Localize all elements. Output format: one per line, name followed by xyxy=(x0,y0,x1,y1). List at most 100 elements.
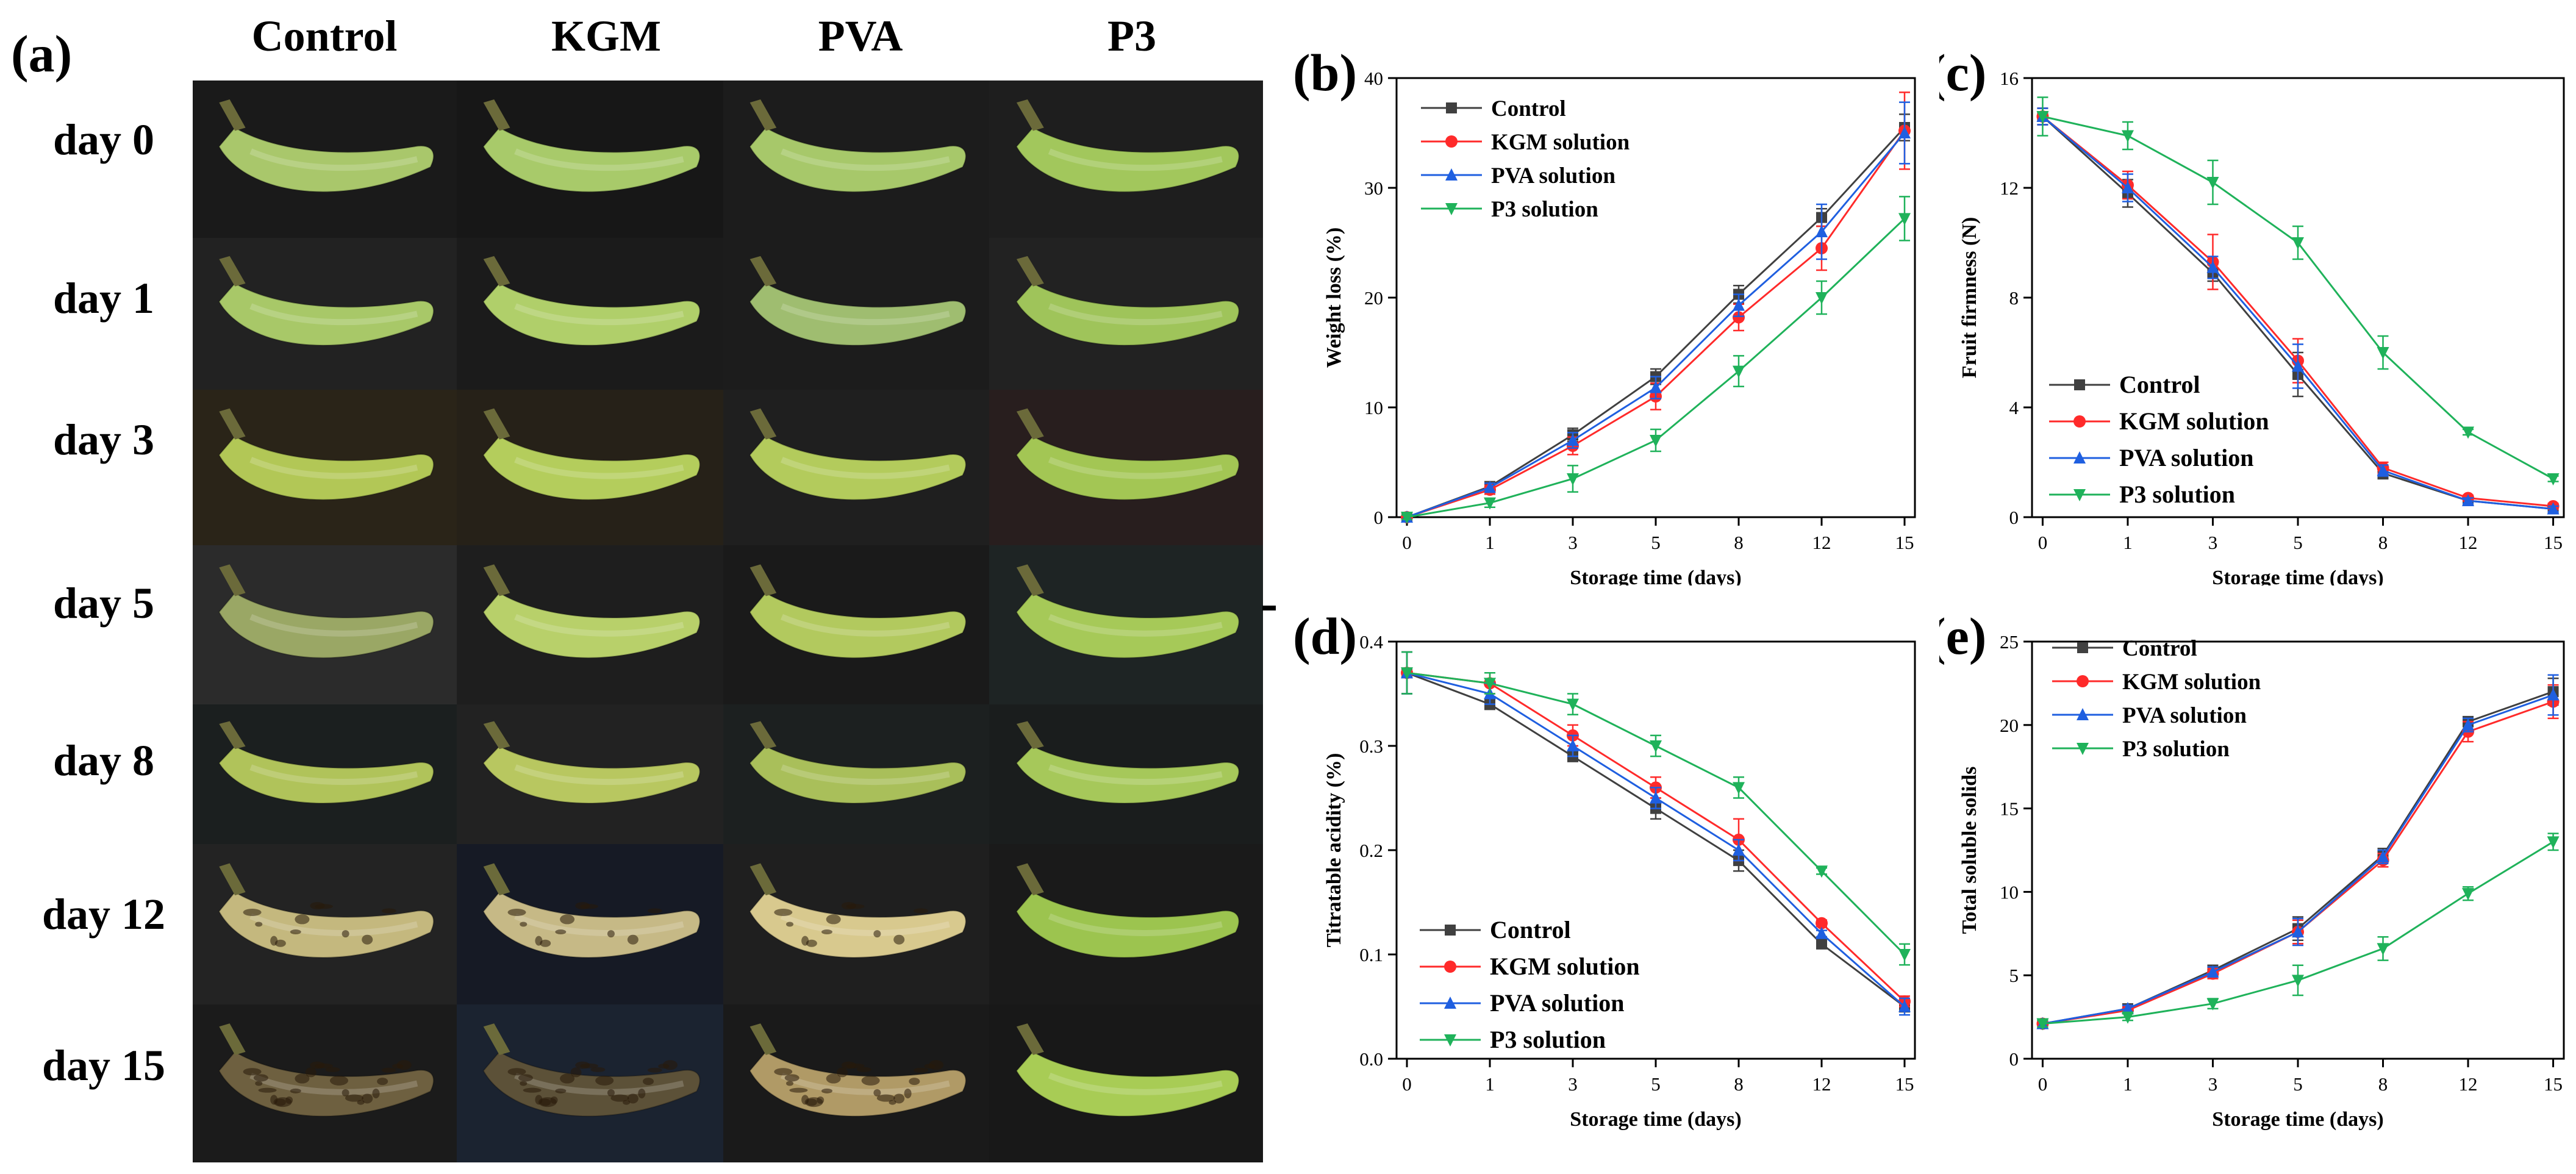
banana-body xyxy=(482,745,701,804)
banana-photo-p3-day-12 xyxy=(989,844,1263,1004)
y-tick-label: 0 xyxy=(2009,1048,2019,1070)
banana-stem xyxy=(1016,1023,1044,1055)
banana-body xyxy=(1015,282,1240,346)
data-point-pva-solution xyxy=(1898,1000,1911,1012)
panel-label-b: (b) xyxy=(1293,43,1357,102)
banana-photo-kgm-day-1 xyxy=(457,238,723,390)
legend-entry: Control xyxy=(2122,636,2197,661)
banana-stem xyxy=(219,256,246,287)
y-tick-label: 5 xyxy=(2009,965,2019,986)
series-control xyxy=(1401,651,1910,1013)
legend-entry: Control xyxy=(1490,916,1571,943)
x-tick-label: 12 xyxy=(1812,1073,1831,1095)
data-point-pva-solution xyxy=(1733,298,1745,311)
banana-body xyxy=(1015,127,1240,193)
banana-photo-kgm-day-5 xyxy=(457,545,723,704)
x-tick-label: 1 xyxy=(2123,1073,2133,1095)
banana-body xyxy=(218,282,434,346)
banana-body xyxy=(218,127,434,193)
x-tick-label: 12 xyxy=(1812,532,1831,553)
legend-entry: KGM solution xyxy=(1490,953,1640,980)
data-point-pva-solution xyxy=(2462,718,2475,731)
banana-stem xyxy=(483,1023,510,1055)
data-point-p3-solution xyxy=(1401,512,1413,524)
data-point-pva-solution xyxy=(2547,502,2560,515)
legend-marker xyxy=(2077,743,2089,755)
banana-photo-p3-day-3 xyxy=(989,390,1263,545)
x-tick-label: 5 xyxy=(1651,1073,1661,1095)
legend: Control KGM solution PVA solution P3 soluti… xyxy=(2052,636,2261,762)
data-point-pva-solution xyxy=(1567,434,1579,446)
y-tick-label: 0.4 xyxy=(1359,631,1383,653)
legend-marker xyxy=(2073,415,2086,428)
row-label-day-12: day 12 xyxy=(41,890,166,939)
data-point-p3-solution xyxy=(1898,949,1911,961)
banana-stem xyxy=(1016,863,1044,896)
data-point-p3-solution xyxy=(1816,292,1828,304)
y-axis-label: Weight loss (%) xyxy=(1323,227,1345,368)
x-tick-label: 15 xyxy=(2544,1073,2563,1095)
legend-marker xyxy=(1445,168,1458,181)
data-point-pva-solution xyxy=(2377,464,2389,476)
legend-marker xyxy=(1444,961,1456,973)
data-point-pva-solution xyxy=(2377,850,2389,862)
banana-stem xyxy=(219,408,246,440)
y-tick-label: 0 xyxy=(2009,507,2019,528)
banana-photo-pva-day-0 xyxy=(723,81,989,238)
x-tick-label: 1 xyxy=(1485,532,1495,553)
banana-stem xyxy=(750,564,777,596)
data-point-p3-solution xyxy=(2121,130,2134,143)
data-point-p3-solution xyxy=(2206,998,2219,1011)
data-point-pva-solution xyxy=(1733,843,1745,856)
y-tick-label: 25 xyxy=(2000,631,2019,653)
banana-photo-pva-day-12 xyxy=(723,844,989,1004)
x-tick-label: 1 xyxy=(2123,532,2133,553)
banana-stem xyxy=(1016,99,1044,131)
series-p3-solution xyxy=(2036,832,2560,1031)
banana-body xyxy=(749,592,967,659)
row-label-day-3: day 3 xyxy=(52,415,155,464)
legend: Control KGM solution PVA solution P3 soluti… xyxy=(2049,371,2269,508)
y-tick-label: 16 xyxy=(2000,68,2019,89)
column-header-control: Control xyxy=(251,12,398,60)
banana-body xyxy=(749,282,967,346)
x-tick-label: 3 xyxy=(2208,1073,2218,1095)
series-line-pva-solution xyxy=(1406,671,1905,1008)
banana-photo-control-day-12 xyxy=(193,844,457,1004)
series-pva-solution xyxy=(1401,651,1911,1016)
banana-body xyxy=(482,592,701,659)
banana-photo-control-day-0 xyxy=(193,81,457,238)
y-tick-label: 0.3 xyxy=(1359,736,1383,757)
y-tick-label: 8 xyxy=(2009,287,2019,309)
data-point-p3-solution xyxy=(2121,1011,2134,1024)
column-header-p3: P3 xyxy=(1107,12,1156,60)
banana-photo-p3-day-15 xyxy=(989,1004,1263,1162)
banana-stem xyxy=(219,863,246,896)
panel-label-e: (e) xyxy=(1939,607,1986,665)
banana-body xyxy=(218,592,434,659)
data-point-p3-solution xyxy=(2462,426,2475,439)
y-tick-label: 0.1 xyxy=(1359,944,1383,965)
data-point-p3-solution xyxy=(1650,435,1662,447)
banana-stem xyxy=(1016,721,1044,750)
data-point-p3-solution xyxy=(2036,1018,2049,1031)
data-point-pva-solution xyxy=(1816,225,1828,237)
x-axis-label: Storage time (days) xyxy=(2212,567,2383,585)
banana-stem xyxy=(483,564,510,596)
banana-body xyxy=(1015,745,1240,804)
data-point-p3-solution xyxy=(1401,667,1413,680)
row-label-day-8: day 8 xyxy=(52,736,155,785)
x-tick-label: 8 xyxy=(1734,1073,1744,1095)
series-kgm-solution xyxy=(2036,107,2560,512)
banana-body xyxy=(749,745,967,804)
panel-label-d: (d) xyxy=(1293,607,1357,665)
series-line-kgm-solution xyxy=(1406,671,1906,1003)
banana-body xyxy=(749,127,967,193)
banana-stem xyxy=(219,721,246,750)
data-point-p3-solution xyxy=(2377,943,2389,956)
banana-photo-p3-day-0 xyxy=(989,81,1263,238)
y-tick-label: 10 xyxy=(1364,397,1383,418)
legend-entry: Control xyxy=(2119,371,2200,398)
data-point-pva-solution xyxy=(2292,925,2304,938)
legend-entry: P3 solution xyxy=(2122,737,2230,762)
